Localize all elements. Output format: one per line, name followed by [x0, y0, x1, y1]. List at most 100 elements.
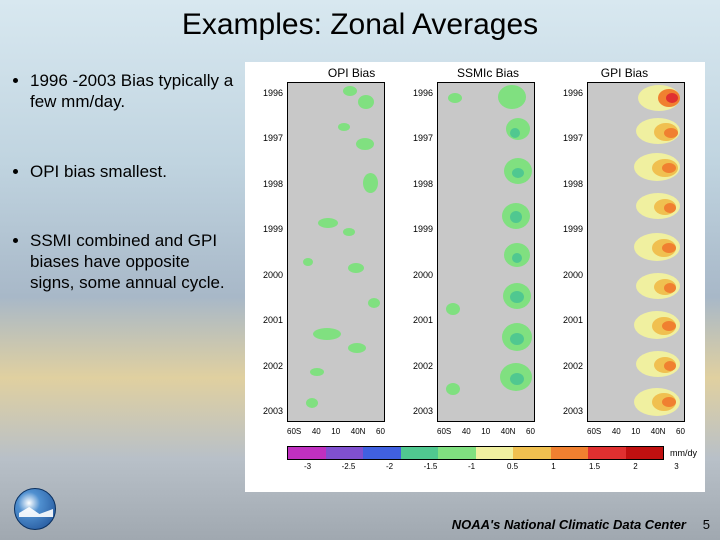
colorbar-segment: [588, 447, 626, 459]
data-blob: [303, 258, 313, 266]
data-blob: [348, 263, 364, 273]
colorbar-segment: [626, 447, 664, 459]
colorbar-segment: [401, 447, 439, 459]
data-blob: [448, 93, 462, 103]
colorbar-label: -2: [369, 462, 410, 471]
colorbar-label: 0.5: [492, 462, 533, 471]
x-tick-label: 60: [676, 427, 685, 436]
panel-wrap: 1996199719981999200020012002200360S40104…: [287, 82, 385, 422]
colorbar-label: 1: [533, 462, 574, 471]
data-blob: [348, 343, 366, 353]
x-tick-label: 10: [331, 427, 340, 436]
data-blob: [664, 283, 676, 293]
data-blob: [306, 398, 318, 408]
colorbar-label: -1.5: [410, 462, 451, 471]
y-tick-label: 2000: [547, 270, 583, 280]
y-tick-label: 1996: [247, 88, 283, 98]
y-tick-label: 1998: [247, 179, 283, 189]
bullet-item: 1996 -2003 Bias typically a few mm/day.: [30, 70, 235, 113]
data-blob: [356, 138, 374, 150]
y-tick-label: 2003: [247, 406, 283, 416]
x-ticks: 60S401040N60: [437, 427, 535, 436]
x-tick-label: 40: [612, 427, 621, 436]
colorbar-segment: [513, 447, 551, 459]
y-tick-label: 2002: [547, 361, 583, 371]
panel-wrap: 1996199719981999200020012002200360S40104…: [587, 82, 685, 422]
data-blob: [662, 397, 676, 407]
colorbar-segment: [326, 447, 364, 459]
bullet-list: 1996 -2003 Bias typically a few mm/day. …: [0, 62, 245, 492]
colorbar-segment: [288, 447, 326, 459]
x-tick-label: 40N: [351, 427, 366, 436]
data-blob: [510, 291, 524, 303]
y-tick-label: 2002: [397, 361, 433, 371]
data-blob: [446, 303, 460, 315]
data-blob: [510, 128, 520, 138]
data-blob: [662, 163, 676, 173]
y-tick-label: 1996: [397, 88, 433, 98]
data-blob: [313, 328, 341, 340]
panel-wrap: 1996199719981999200020012002200360S40104…: [437, 82, 535, 422]
y-tick-label: 2002: [247, 361, 283, 371]
y-tick-label: 1998: [547, 179, 583, 189]
colorbar-segment: [363, 447, 401, 459]
colorbar-label: 3: [656, 462, 697, 471]
bias-panel: [437, 82, 535, 422]
content-row: 1996 -2003 Bias typically a few mm/day. …: [0, 42, 720, 492]
bullet-item: SSMI combined and GPI biases have opposi…: [30, 230, 235, 294]
y-tick-label: 1997: [547, 133, 583, 143]
chart-figure: OPI Bias SSMIc Bias GPI Bias 19961997199…: [245, 62, 705, 492]
data-blob: [512, 253, 522, 263]
data-blob: [343, 228, 355, 236]
x-tick-label: 60S: [587, 427, 601, 436]
bias-panel: [587, 82, 685, 422]
y-ticks: 19961997199819992000200120022003: [397, 82, 433, 422]
panel-title: OPI Bias: [328, 66, 375, 80]
colorbar-segment: [438, 447, 476, 459]
x-tick-label: 60: [526, 427, 535, 436]
data-blob: [310, 368, 324, 376]
data-blob: [510, 333, 524, 345]
data-blob: [510, 373, 524, 385]
x-tick-label: 40: [312, 427, 321, 436]
data-blob: [512, 168, 524, 178]
y-tick-label: 2000: [247, 270, 283, 280]
y-tick-label: 1996: [547, 88, 583, 98]
y-tick-label: 1999: [397, 224, 433, 234]
colorbar-unit: mm/dy: [670, 448, 697, 458]
x-ticks: 60S401040N60: [587, 427, 685, 436]
panel-title: GPI Bias: [601, 66, 648, 80]
footer-text: NOAA's National Climatic Data Center: [452, 517, 686, 532]
y-tick-label: 1999: [247, 224, 283, 234]
y-tick-label: 2003: [397, 406, 433, 416]
x-tick-label: 10: [481, 427, 490, 436]
y-tick-label: 1997: [247, 133, 283, 143]
data-blob: [662, 243, 676, 253]
panels-row: 1996199719981999200020012002200360S40104…: [245, 82, 705, 422]
data-blob: [446, 383, 460, 395]
x-tick-label: 60S: [437, 427, 451, 436]
data-blob: [343, 86, 357, 96]
y-tick-label: 2000: [397, 270, 433, 280]
y-tick-label: 2001: [547, 315, 583, 325]
data-blob: [664, 361, 676, 371]
noaa-logo-icon: [14, 488, 56, 530]
bias-panel: [287, 82, 385, 422]
y-ticks: 19961997199819992000200120022003: [547, 82, 583, 422]
y-tick-label: 2001: [397, 315, 433, 325]
x-ticks: 60S401040N60: [287, 427, 385, 436]
y-tick-label: 1997: [397, 133, 433, 143]
slide-title: Examples: Zonal Averages: [0, 0, 720, 42]
colorbar: [287, 446, 664, 460]
panel-titles-row: OPI Bias SSMIc Bias GPI Bias: [245, 62, 705, 82]
data-blob: [664, 203, 676, 213]
bullet-item: OPI bias smallest.: [30, 161, 235, 182]
colorbar-label: 2: [615, 462, 656, 471]
data-blob: [358, 95, 374, 109]
colorbar-labels: -3-2.5-2-1.5-10.511.523: [245, 460, 705, 471]
colorbar-segment: [476, 447, 514, 459]
y-tick-label: 2001: [247, 315, 283, 325]
x-tick-label: 40N: [651, 427, 666, 436]
y-tick-label: 1999: [547, 224, 583, 234]
x-tick-label: 40N: [501, 427, 516, 436]
